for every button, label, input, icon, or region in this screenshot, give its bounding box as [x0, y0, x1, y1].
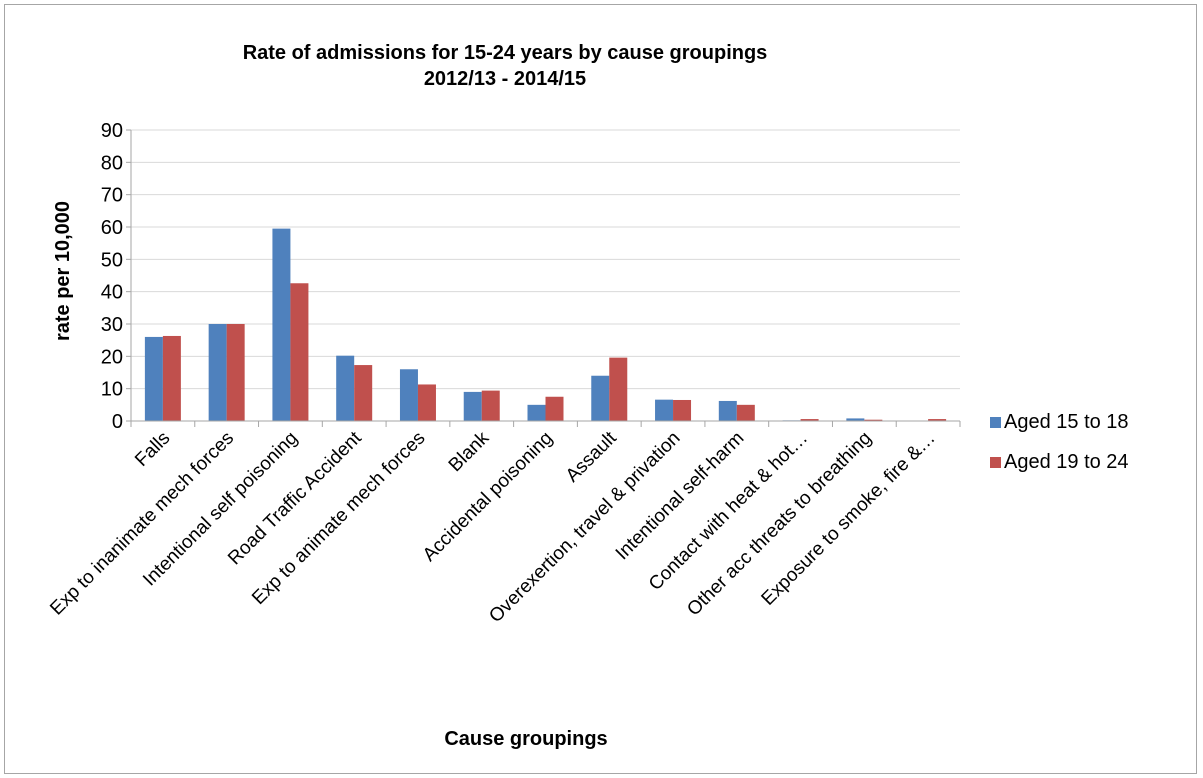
- y-tick-label: 0: [112, 411, 123, 433]
- bar-series-2: [545, 396, 564, 421]
- legend: Aged 15 to 18 Aged 19 to 24: [990, 411, 1129, 473]
- legend-label: Aged 15 to 18: [1004, 411, 1129, 433]
- bar-series-2: [609, 357, 628, 421]
- legend-swatch: [990, 417, 1001, 428]
- bar-series-1: [399, 369, 418, 421]
- y-tick-label: 20: [101, 346, 123, 368]
- bar-series-2: [481, 390, 500, 421]
- y-tick-label: 90: [101, 120, 123, 142]
- bar-series-1: [463, 391, 482, 421]
- x-category-label: Blank: [445, 427, 494, 476]
- y-tick-label: 40: [101, 282, 123, 304]
- bar-series-2: [162, 335, 181, 421]
- bar-series-2: [928, 419, 947, 421]
- bar-series-1: [591, 375, 610, 421]
- y-tick-label: 30: [101, 314, 123, 336]
- bar-series-2: [864, 419, 883, 421]
- bar-series-2: [673, 399, 692, 421]
- chart-frame: Rate of admissions for 15-24 years by ca…: [4, 4, 1197, 774]
- y-tick-label: 60: [101, 217, 123, 239]
- bar-series-2: [417, 384, 436, 421]
- y-axis-title: rate per 10,000: [52, 201, 74, 341]
- x-category-label: Falls: [131, 428, 174, 471]
- bar-series-1: [527, 404, 546, 421]
- x-category-label: Accidental poisoning: [419, 428, 557, 566]
- y-tick-labels: 0 10 20 30 40 50 60 70 80 90: [101, 120, 123, 433]
- bar-series-1: [208, 324, 227, 421]
- bar-series-1: [655, 399, 674, 421]
- chart-title-line-2: 2012/13 - 2014/15: [424, 68, 586, 90]
- x-axis-title: Cause groupings: [444, 728, 607, 750]
- bar-series-1: [272, 228, 291, 421]
- bar-chart: Rate of admissions for 15-24 years by ca…: [46, 42, 1129, 750]
- bar-series-2: [736, 404, 755, 421]
- bar-series-1: [144, 336, 163, 421]
- legend-swatch: [990, 457, 1001, 468]
- y-tick-label: 80: [101, 152, 123, 174]
- chart-title-line-1: Rate of admissions for 15-24 years by ca…: [243, 42, 768, 64]
- bar-series-2: [354, 365, 373, 421]
- y-tick-label: 10: [101, 379, 123, 401]
- x-category-label: Assault: [562, 427, 621, 486]
- bar-series-2: [226, 324, 245, 421]
- axes: [126, 129, 961, 427]
- legend-label: Aged 19 to 24: [1004, 451, 1129, 473]
- bar-series-2: [290, 283, 309, 421]
- bar-series-1: [718, 400, 737, 421]
- bar-series-2: [800, 419, 819, 421]
- bar-series-1: [336, 355, 355, 421]
- y-tick-label: 50: [101, 249, 123, 271]
- y-tick-label: 70: [101, 185, 123, 207]
- bars: [144, 228, 947, 421]
- gridlines: [131, 129, 960, 390]
- bar-series-1: [846, 418, 865, 421]
- chart-title: Rate of admissions for 15-24 years by ca…: [243, 42, 768, 90]
